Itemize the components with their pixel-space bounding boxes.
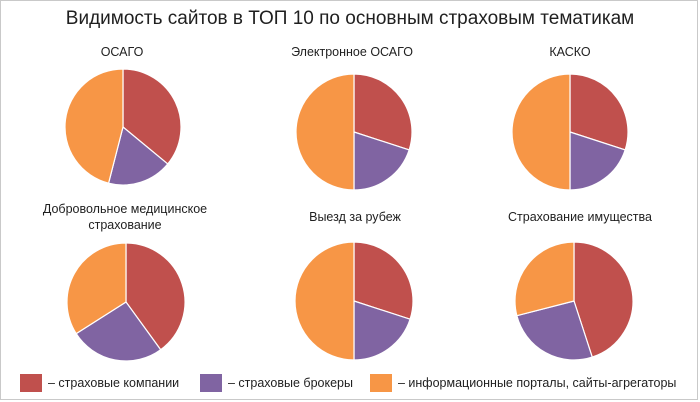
pie-slice-portals	[66, 242, 127, 335]
pie-slice-portals	[511, 73, 571, 191]
pie-title-dms-line-2: страхование	[88, 218, 162, 232]
pie-slice-insurers	[569, 73, 629, 151]
legend-label-brokers: – страховые брокеры	[228, 376, 353, 390]
pie-chart-osago	[64, 68, 182, 186]
pie-slice-insurers	[125, 242, 186, 351]
legend-item-brokers: – страховые брокеры	[200, 373, 353, 393]
pie-chart-property	[514, 241, 634, 361]
pie-slice-brokers	[353, 131, 410, 191]
pie-slice-portals	[64, 68, 124, 184]
pie-slice-brokers	[353, 300, 411, 361]
pie-chart-dms	[66, 242, 186, 362]
legend-swatch-insurers	[20, 374, 42, 392]
pie-slice-insurers	[122, 68, 182, 165]
pie-title-kasko: КАСКО	[549, 45, 591, 59]
pie-slice-brokers	[75, 301, 162, 362]
pie-title-e-osago: Электронное ОСАГО	[291, 45, 413, 59]
pie-title-dms-line-1: Добровольное медицинское	[42, 202, 208, 216]
pie-title-property: Страхование имущества	[508, 210, 652, 224]
legend-item-insurers: – страховые компании	[20, 373, 179, 393]
pie-title-dms: Добровольное медицинское страхование	[20, 201, 230, 233]
pie-title-travel: Выезд за рубеж	[309, 210, 401, 224]
legend-swatch-portals	[370, 374, 392, 392]
pie-slice-insurers	[353, 73, 413, 151]
pie-slice-portals	[295, 73, 355, 191]
pie-slice-brokers	[569, 131, 626, 191]
pie-slice-insurers	[353, 241, 414, 320]
pie-chart-kasko	[511, 73, 629, 191]
legend-item-portals: – информационные порталы, сайты-агрегато…	[370, 373, 676, 393]
legend: – страховые компании – страховые брокеры…	[20, 373, 700, 393]
chart-title: Видимость сайтов в ТОП 10 по основным ст…	[65, 8, 635, 29]
pie-chart-travel	[294, 241, 414, 361]
pie-slice-portals	[514, 241, 575, 317]
legend-swatch-brokers	[200, 374, 222, 392]
pie-slice-insurers	[573, 241, 634, 358]
pie-title-osago: ОСАГО	[100, 45, 144, 59]
pie-slice-brokers	[516, 300, 593, 361]
pie-slice-portals	[294, 241, 355, 361]
pie-chart-e-osago	[295, 73, 413, 191]
pie-slice-brokers	[107, 125, 169, 186]
legend-label-portals: – информационные порталы, сайты-агрегато…	[398, 376, 677, 390]
legend-label-insurers: – страховые компании	[48, 376, 180, 390]
